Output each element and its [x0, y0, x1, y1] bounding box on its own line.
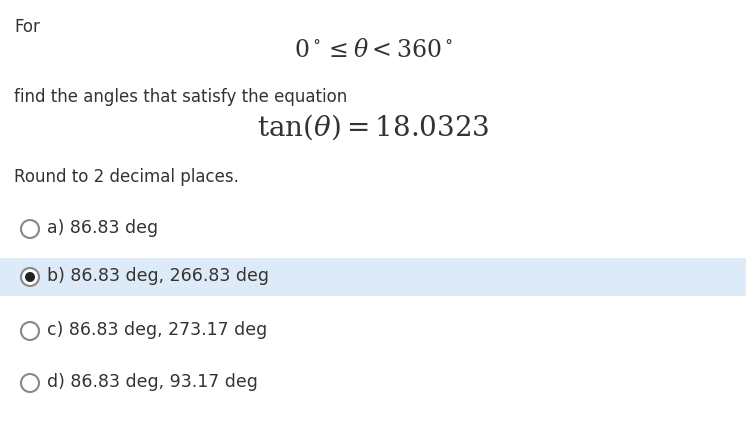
Ellipse shape: [21, 220, 39, 238]
Ellipse shape: [21, 322, 39, 340]
Text: Round to 2 decimal places.: Round to 2 decimal places.: [14, 168, 239, 186]
Text: $0^\circ \leq \theta < 360^\circ$: $0^\circ \leq \theta < 360^\circ$: [294, 38, 452, 62]
Text: c) 86.83 deg, 273.17 deg: c) 86.83 deg, 273.17 deg: [47, 321, 267, 339]
Text: find the angles that satisfy the equation: find the angles that satisfy the equatio…: [14, 88, 347, 106]
Ellipse shape: [21, 268, 39, 286]
Ellipse shape: [25, 272, 35, 282]
Bar: [0, 258, 746, 296]
Text: For: For: [14, 18, 40, 36]
Text: a) 86.83 deg: a) 86.83 deg: [47, 219, 158, 237]
Text: b) 86.83 deg, 266.83 deg: b) 86.83 deg, 266.83 deg: [47, 267, 269, 285]
Text: d) 86.83 deg, 93.17 deg: d) 86.83 deg, 93.17 deg: [47, 373, 258, 391]
Ellipse shape: [21, 374, 39, 392]
Text: $\tan(\theta) = 18.0323$: $\tan(\theta) = 18.0323$: [257, 112, 489, 142]
